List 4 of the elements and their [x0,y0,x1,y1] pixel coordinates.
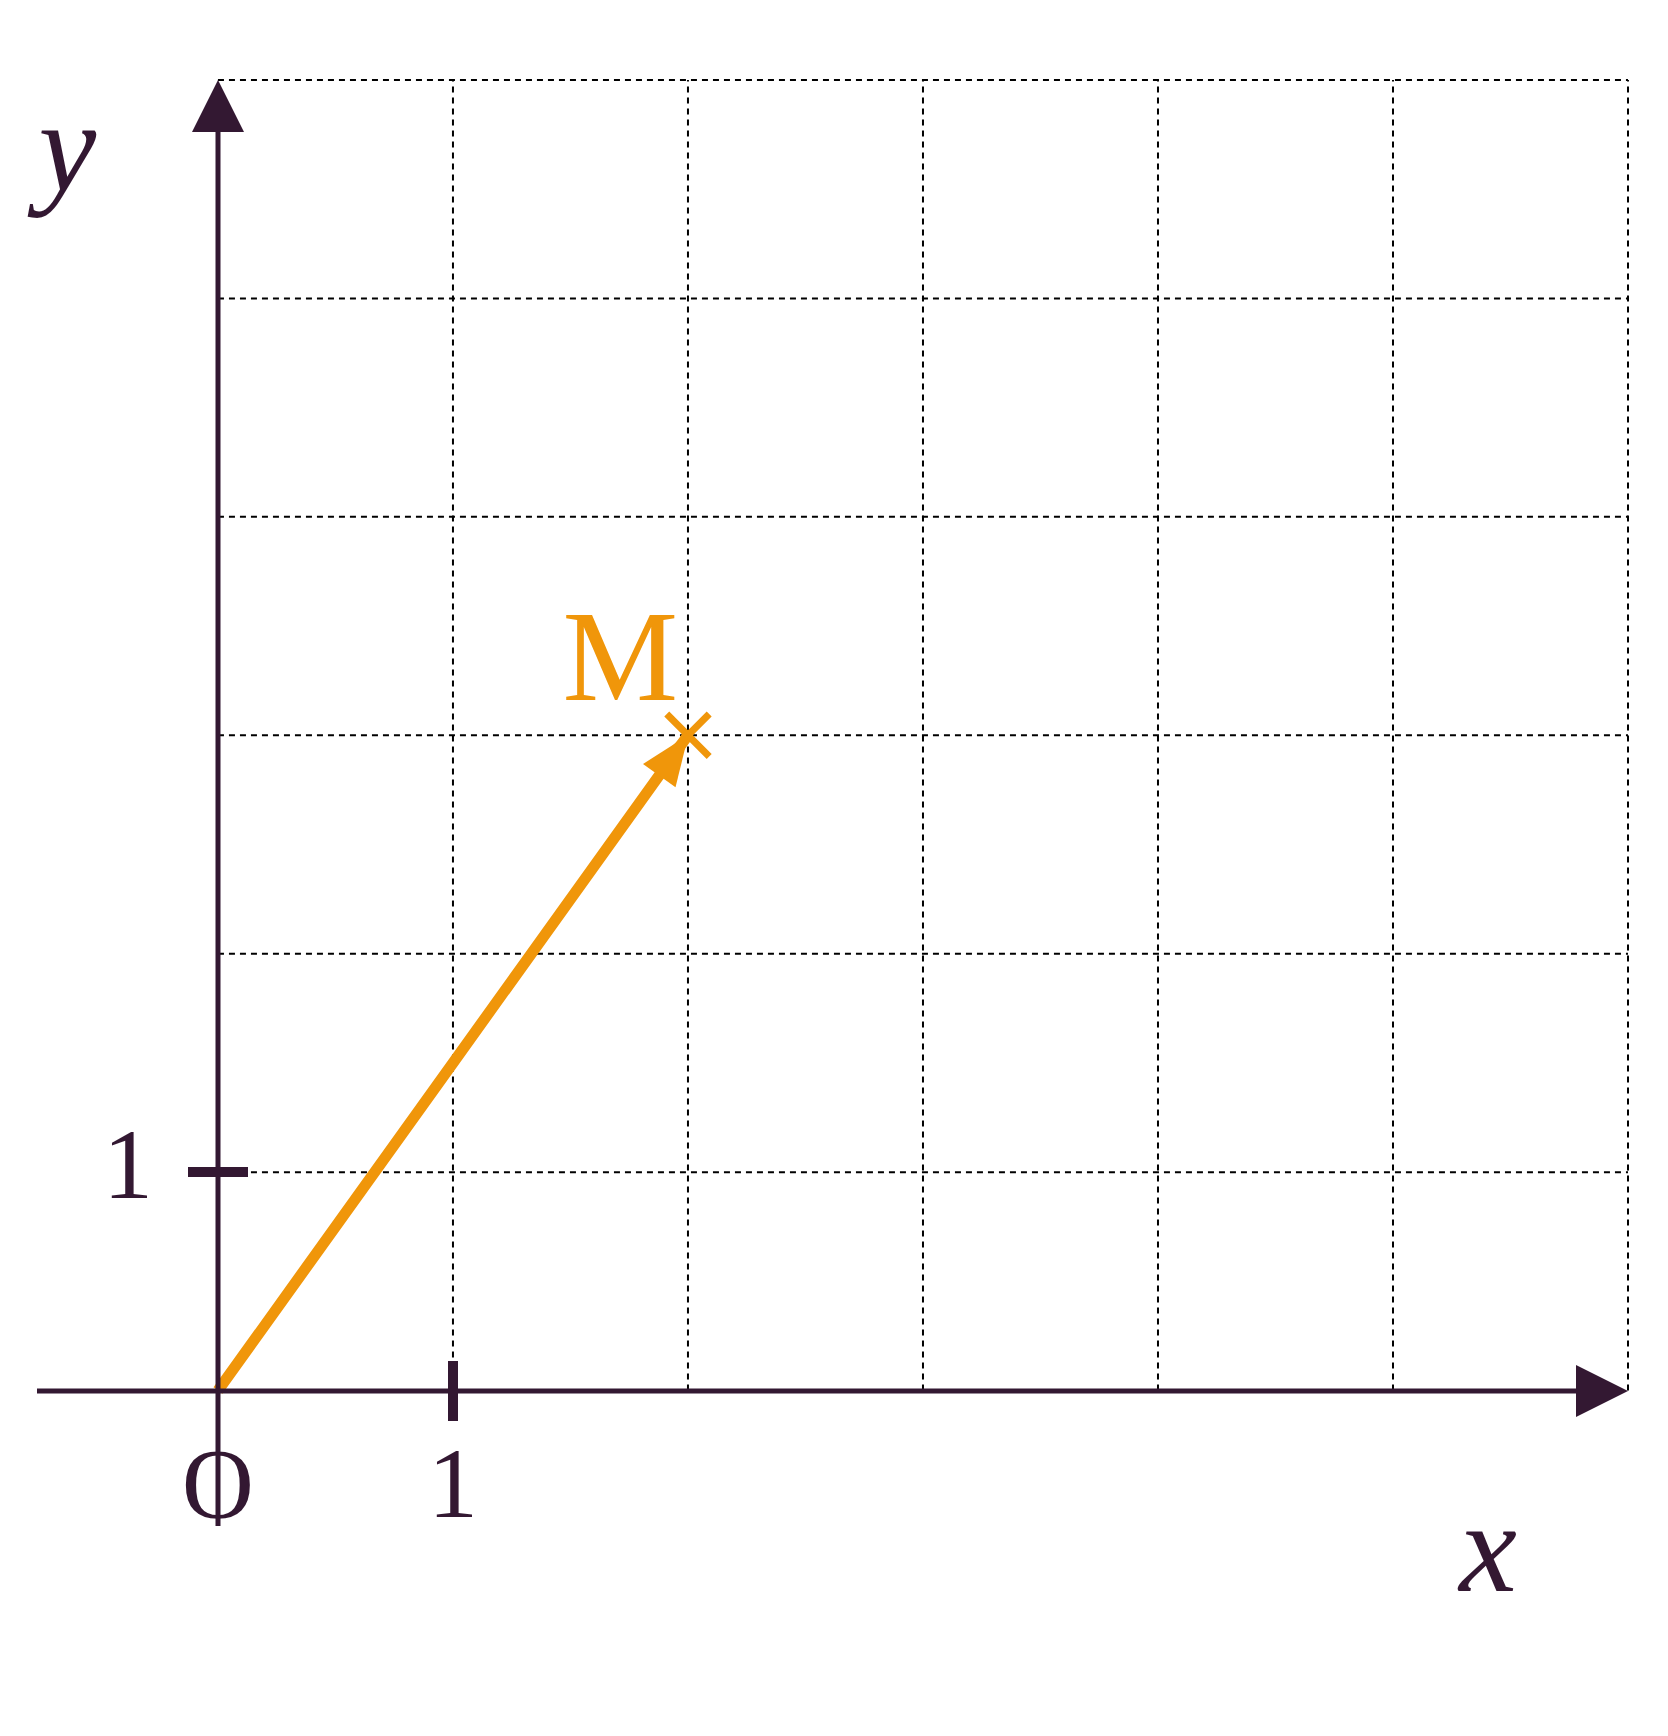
x-axis-title: x⃗ [1457,1474,1618,1619]
y-axis-title: y⃗ [27,74,198,218]
text: M [562,584,678,729]
text: 1 [102,1109,153,1221]
